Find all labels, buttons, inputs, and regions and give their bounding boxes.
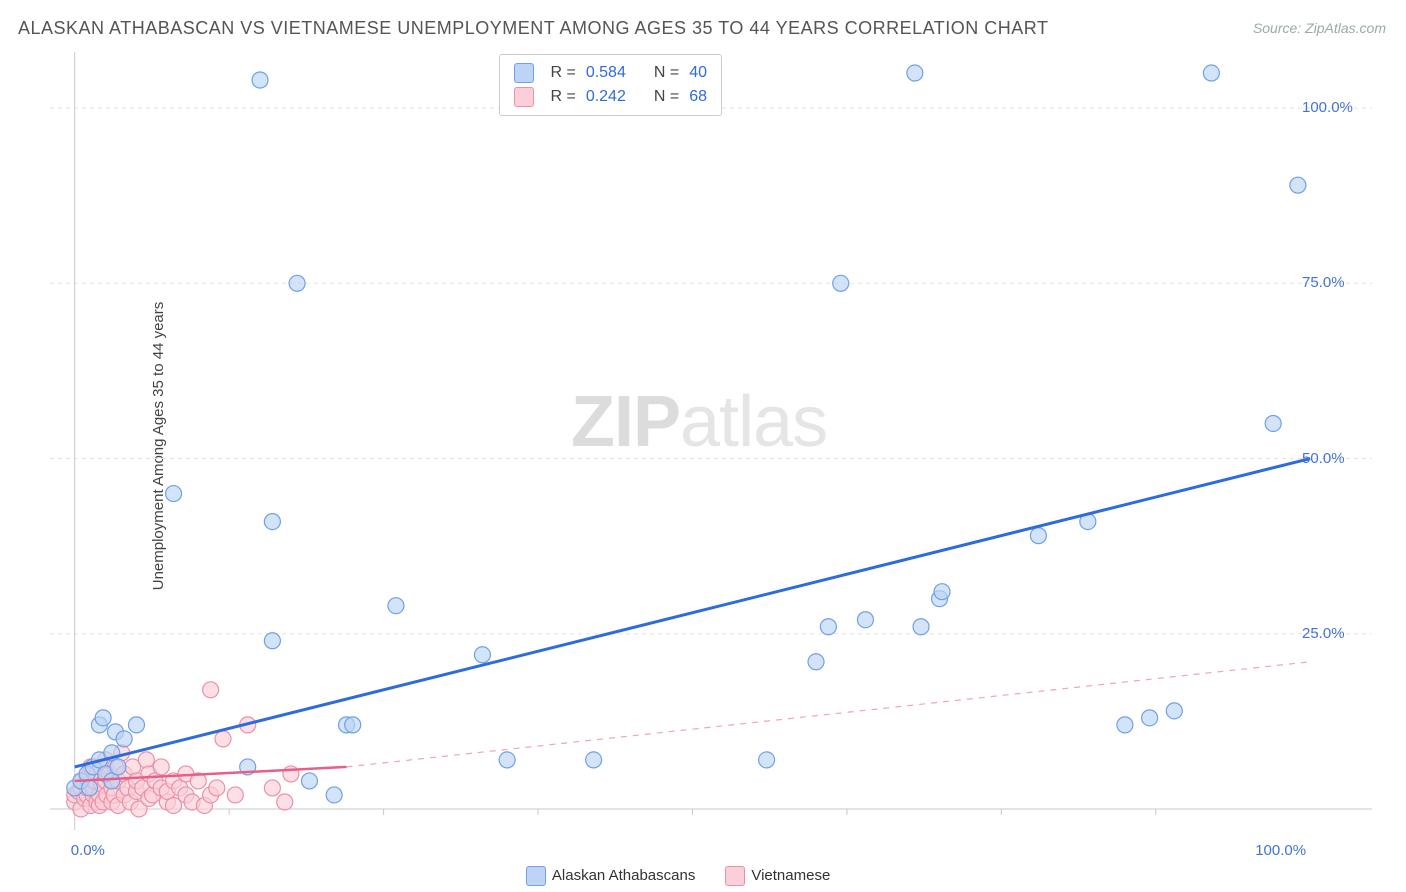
chart-container: { "title": "ALASKAN ATHABASCAN VS VIETNA… xyxy=(0,0,1406,892)
series-legend: Alaskan Athabascans Vietnamese xyxy=(526,866,830,886)
legend-label: Alaskan Athabascans xyxy=(552,867,695,884)
legend-label: Vietnamese xyxy=(751,867,830,884)
r-value: 0.584 xyxy=(586,64,626,82)
scatter-svg xyxy=(50,52,1372,830)
axis-tick-label: 50.0% xyxy=(1302,450,1345,467)
n-value: 68 xyxy=(689,88,707,106)
correlation-row: R = 0.584 N = 40 xyxy=(514,61,707,85)
legend-item: Alaskan Athabascans xyxy=(526,866,695,886)
n-label: N = xyxy=(654,88,679,106)
legend-swatch xyxy=(526,866,546,886)
correlation-legend: R = 0.584 N = 40 R = 0.242 N = 68 xyxy=(499,54,722,116)
plot-area: ZIPatlas xyxy=(50,52,1372,830)
legend-item: Vietnamese xyxy=(725,866,830,886)
axis-tick-label: 75.0% xyxy=(1302,274,1345,291)
r-label: R = xyxy=(550,64,575,82)
r-value: 0.242 xyxy=(586,88,626,106)
axis-tick-label: 0.0% xyxy=(71,842,105,859)
axis-tick-label: 100.0% xyxy=(1255,842,1306,859)
legend-swatch xyxy=(725,866,745,886)
legend-swatch xyxy=(514,63,534,83)
n-value: 40 xyxy=(689,64,707,82)
source-label: Source: ZipAtlas.com xyxy=(1253,20,1386,36)
axis-tick-label: 25.0% xyxy=(1302,625,1345,642)
n-label: N = xyxy=(654,64,679,82)
chart-title: ALASKAN ATHABASCAN VS VIETNAMESE UNEMPLO… xyxy=(18,18,1048,39)
correlation-row: R = 0.242 N = 68 xyxy=(514,85,707,109)
r-label: R = xyxy=(550,88,575,106)
axis-tick-label: 100.0% xyxy=(1302,99,1353,116)
legend-swatch xyxy=(514,87,534,107)
